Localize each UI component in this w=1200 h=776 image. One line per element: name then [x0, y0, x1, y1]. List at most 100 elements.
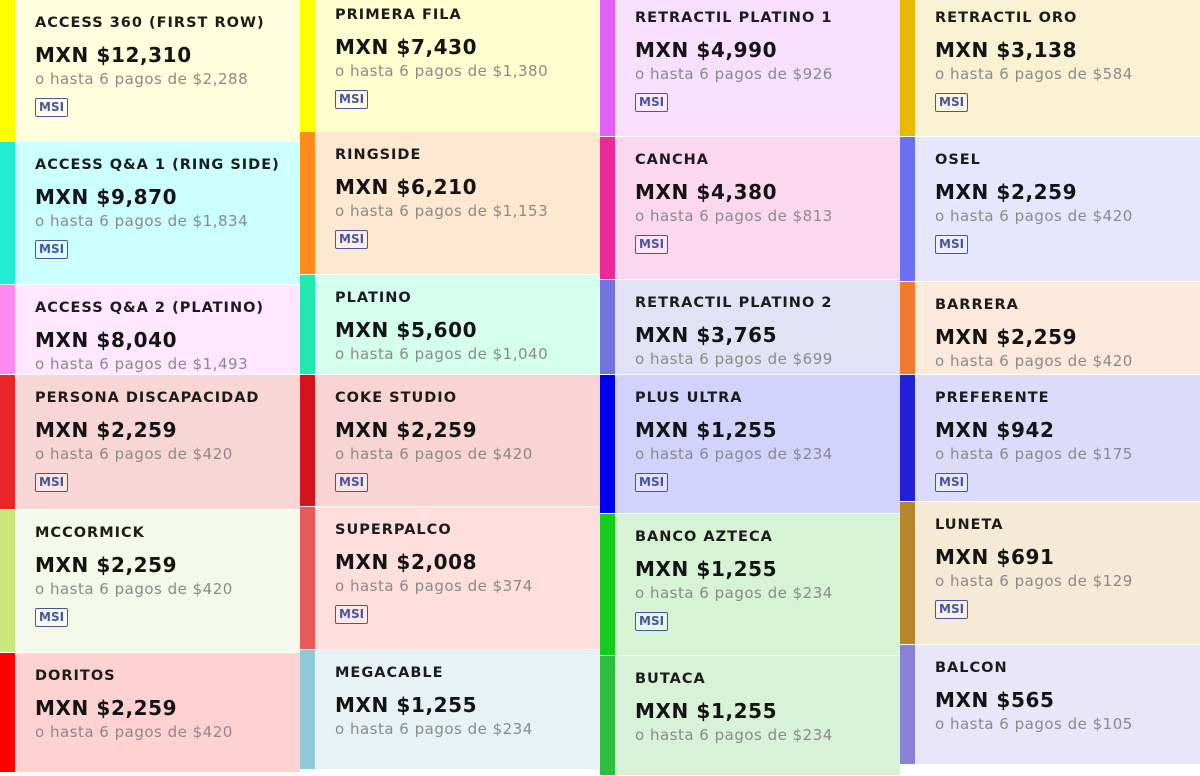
ticket-card-coke-studio[interactable]: COKE STUDIO MXN $2,259 o hasta 6 pagos de …: [300, 375, 600, 507]
ticket-card-balcon[interactable]: BALCON MXN $565 o hasta 6 pagos de $105: [900, 645, 1200, 765]
ticket-card-persona-discapacidad[interactable]: PERSONA DISCAPACIDAD MXN $2,259 o hasta 6 …: [0, 375, 300, 510]
installments-text: o hasta 6 pagos de $926: [635, 65, 833, 83]
msi-badge: MSI: [635, 93, 669, 112]
installments-text: o hasta 6 pagos de $234: [335, 720, 533, 738]
section-color-bar: [0, 142, 15, 284]
section-price: MXN $9,870: [35, 185, 178, 209]
ticket-card-retractil-platino-2[interactable]: RETRACTIL PLATINO 2 MXN $3,765 o hasta 6 p…: [600, 280, 900, 375]
section-color-bar: [0, 653, 15, 772]
section-name: RETRACTIL ORO: [935, 10, 1078, 26]
msi-badge: MSI: [35, 240, 69, 259]
installments-text: o hasta 6 pagos de $420: [335, 445, 533, 463]
installments-text: o hasta 6 pagos de $420: [35, 445, 233, 463]
section-name: PRIMERA FILA: [335, 7, 462, 23]
section-price: MXN $3,138: [935, 38, 1078, 62]
ticket-card-barrera[interactable]: BARRERA MXN $2,259 o hasta 6 pagos de $420: [900, 282, 1200, 375]
ticket-card-access-qanda-1-ring-side[interactable]: ACCESS Q&A 1 (RING SIDE) MXN $9,870 o hast…: [0, 142, 300, 285]
section-price: MXN $4,990: [635, 38, 778, 62]
section-price: MXN $942: [935, 418, 1055, 442]
section-name: RETRACTIL PLATINO 2: [635, 295, 833, 311]
installments-text: o hasta 6 pagos de $374: [335, 577, 533, 595]
section-price: MXN $7,430: [335, 35, 478, 59]
msi-badge: MSI: [335, 605, 369, 624]
section-price: MXN $1,255: [635, 699, 778, 723]
msi-badge: MSI: [935, 235, 969, 254]
section-price: MXN $2,259: [935, 325, 1078, 349]
section-price: MXN $1,255: [335, 693, 478, 717]
section-name: RINGSIDE: [335, 147, 422, 163]
ticket-card-ringside[interactable]: RINGSIDE MXN $6,210 o hasta 6 pagos de $1,…: [300, 132, 600, 275]
section-price: MXN $6,210: [335, 175, 478, 199]
installments-text: o hasta 6 pagos de $420: [935, 207, 1133, 225]
section-price: MXN $5,600: [335, 318, 478, 342]
section-color-bar: [900, 375, 915, 501]
section-name: LUNETA: [935, 517, 1004, 533]
msi-badge: MSI: [335, 473, 369, 492]
installments-text: o hasta 6 pagos de $234: [635, 445, 833, 463]
ticket-card-butaca[interactable]: BUTACA MXN $1,255 o hasta 6 pagos de $234: [600, 656, 900, 776]
installments-text: o hasta 6 pagos de $2,288: [35, 70, 249, 88]
msi-badge: MSI: [935, 473, 969, 492]
section-price: MXN $2,259: [335, 418, 478, 442]
section-name: PLUS ULTRA: [635, 390, 743, 406]
ticket-card-superpalco[interactable]: SUPERPALCO MXN $2,008 o hasta 6 pagos de $…: [300, 507, 600, 650]
section-price: MXN $1,255: [635, 557, 778, 581]
installments-text: o hasta 6 pagos de $420: [935, 352, 1133, 370]
installments-text: o hasta 6 pagos de $420: [35, 723, 233, 741]
ticket-card-preferente[interactable]: PREFERENTE MXN $942 o hasta 6 pagos de $17…: [900, 375, 1200, 502]
ticket-card-doritos[interactable]: DORITOS MXN $2,259 o hasta 6 pagos de $420: [0, 653, 300, 773]
section-name: SUPERPALCO: [335, 522, 452, 538]
ticket-card-osel[interactable]: OSEL MXN $2,259 o hasta 6 pagos de $420 MSI: [900, 137, 1200, 282]
section-price: MXN $3,765: [635, 323, 778, 347]
section-name: BARRERA: [935, 297, 1019, 313]
msi-badge: MSI: [335, 230, 369, 249]
ticket-card-platino[interactable]: PLATINO MXN $5,600 o hasta 6 pagos de $1,0…: [300, 275, 600, 375]
section-price: MXN $2,259: [35, 553, 178, 577]
msi-badge: MSI: [335, 90, 369, 109]
ticket-card-megacable[interactable]: MEGACABLE MXN $1,255 o hasta 6 pagos de $2…: [300, 650, 600, 770]
installments-text: o hasta 6 pagos de $1,834: [35, 212, 249, 230]
ticket-card-luneta[interactable]: LUNETA MXN $691 o hasta 6 pagos de $129 MSI: [900, 502, 1200, 645]
ticket-card-mccormick[interactable]: MCCORMICK MXN $2,259 o hasta 6 pagos de $4…: [0, 510, 300, 653]
ticket-card-primera-fila[interactable]: PRIMERA FILA MXN $7,430 o hasta 6 pagos de…: [300, 0, 600, 132]
ticket-card-access-qanda-2-platino[interactable]: ACCESS Q&A 2 (PLATINO) MXN $8,040 o hasta …: [0, 285, 300, 375]
ticket-card-retractil-platino-1[interactable]: RETRACTIL PLATINO 1 MXN $4,990 o hasta 6 p…: [600, 0, 900, 137]
section-name: ACCESS Q&A 1 (RING SIDE): [35, 157, 280, 173]
section-color-bar: [300, 0, 315, 131]
msi-badge: MSI: [635, 235, 669, 254]
section-color-bar: [300, 375, 315, 506]
section-price: MXN $2,008: [335, 550, 478, 574]
ticket-card-plus-ultra[interactable]: PLUS ULTRA MXN $1,255 o hasta 6 pagos de $…: [600, 375, 900, 514]
section-color-bar: [300, 650, 315, 769]
section-name: DORITOS: [35, 668, 116, 684]
ticket-card-access-360-first-row[interactable]: ACCESS 360 (FIRST ROW) MXN $12,310 o hasta…: [0, 0, 300, 142]
ticket-card-cancha[interactable]: CANCHA MXN $4,380 o hasta 6 pagos de $813 M…: [600, 137, 900, 280]
section-price: MXN $2,259: [935, 180, 1078, 204]
installments-text: o hasta 6 pagos de $813: [635, 207, 833, 225]
section-color-bar: [300, 507, 315, 649]
msi-badge: MSI: [935, 600, 969, 619]
msi-badge: MSI: [35, 98, 69, 117]
section-price: MXN $2,259: [35, 696, 178, 720]
section-name: MEGACABLE: [335, 665, 444, 681]
ticket-card-retractil-oro[interactable]: RETRACTIL ORO MXN $3,138 o hasta 6 pagos d…: [900, 0, 1200, 137]
section-name: MCCORMICK: [35, 525, 145, 541]
section-color-bar: [300, 132, 315, 274]
installments-text: o hasta 6 pagos de $105: [935, 715, 1133, 733]
installments-text: o hasta 6 pagos de $1,493: [35, 355, 249, 373]
section-color-bar: [0, 0, 15, 141]
msi-badge: MSI: [935, 93, 969, 112]
ticket-card-banco-azteca[interactable]: BANCO AZTECA MXN $1,255 o hasta 6 pagos de…: [600, 514, 900, 656]
msi-badge: MSI: [35, 608, 69, 627]
installments-text: o hasta 6 pagos de $1,040: [335, 345, 549, 363]
section-price: MXN $4,380: [635, 180, 778, 204]
installments-text: o hasta 6 pagos de $420: [35, 580, 233, 598]
installments-text: o hasta 6 pagos de $175: [935, 445, 1133, 463]
section-color-bar: [900, 282, 915, 374]
section-name: ACCESS 360 (FIRST ROW): [35, 15, 265, 31]
section-color-bar: [0, 375, 15, 509]
section-name: BALCON: [935, 660, 1008, 676]
section-price: MXN $1,255: [635, 418, 778, 442]
section-name: BANCO AZTECA: [635, 529, 773, 545]
section-color-bar: [600, 137, 615, 279]
